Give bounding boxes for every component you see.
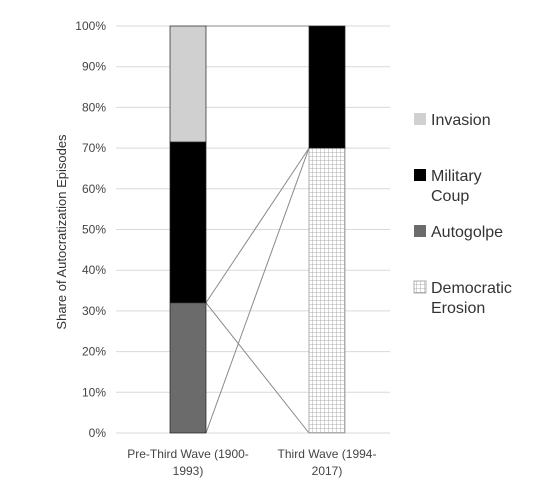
y-tick-label: 40% <box>82 263 106 277</box>
series-connector-lines <box>205 25 310 434</box>
y-tick-label: 70% <box>82 141 106 155</box>
legend-swatch-military-coup <box>414 169 426 181</box>
connector-line <box>205 302 310 434</box>
connector-line <box>205 147 310 304</box>
y-tick-label: 60% <box>82 182 106 196</box>
gridlines <box>116 25 390 434</box>
y-tick-label: 80% <box>82 100 106 114</box>
legend-swatch-autogolpe <box>414 225 426 237</box>
legend-swatch-democratic-erosion <box>413 280 427 294</box>
bar-invasion-cat-0 <box>169 25 207 143</box>
y-tick-label: 0% <box>89 426 107 440</box>
x-category-label: Pre-Third Wave (1900-1993) <box>127 447 249 478</box>
y-tick-label: 100% <box>75 19 106 33</box>
connector-line <box>205 147 310 434</box>
bar-democratic-erosion-cat-1 <box>308 147 346 434</box>
bars <box>169 25 346 434</box>
bar-autogolpe-cat-0 <box>169 302 207 434</box>
x-axis-category-labels: Pre-Third Wave (1900-1993) Third Wave (19… <box>127 447 376 478</box>
y-tick-label: 30% <box>82 304 106 318</box>
legend-swatch-invasion <box>414 113 426 125</box>
legend-label-democratic-erosion: Democratic Erosion <box>431 280 512 317</box>
y-axis-tick-labels: 0% 10% 20% 30% 40% 50% 60% 70% 80% 90% 100% <box>75 19 106 440</box>
bar-military-coup-cat-0 <box>169 141 207 304</box>
y-axis-title: Share of Autocratization Episodes <box>54 134 69 330</box>
legend-label-invasion: Invasion <box>431 112 491 129</box>
bar-military-coup-cat-1 <box>308 25 346 149</box>
legend-label-autogolpe: Autogolpe <box>431 224 503 241</box>
x-category-label: Third Wave (1994-2017) <box>278 447 377 478</box>
legend: Invasion Military Coup Autogolpe Democratic E… <box>413 112 512 317</box>
y-tick-label: 90% <box>82 60 106 74</box>
y-tick-label: 20% <box>82 345 106 359</box>
y-tick-label: 50% <box>82 223 106 237</box>
legend-label-military-coup: Military Coup <box>431 168 482 205</box>
y-tick-label: 10% <box>82 385 106 399</box>
